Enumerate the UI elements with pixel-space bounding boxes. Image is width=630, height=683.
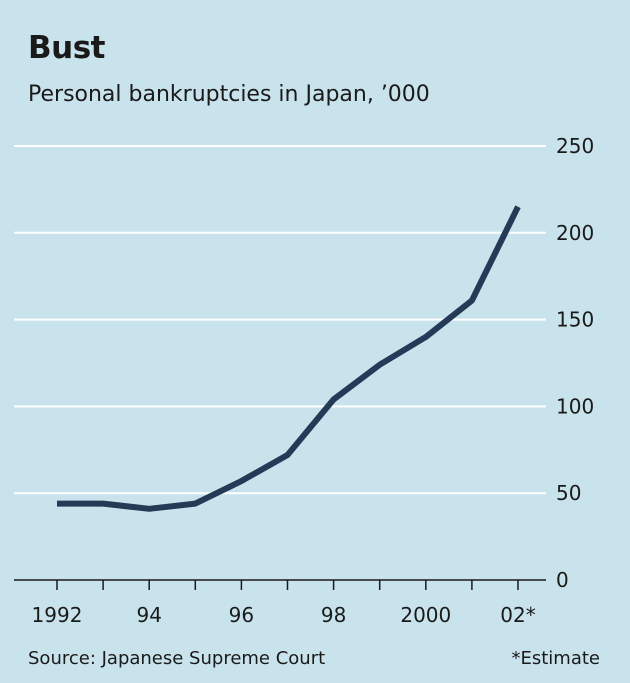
chart-subtitle: Personal bankruptcies in Japan, ’000 xyxy=(28,82,430,107)
x-axis-labels: 1992 94 96 98 2000 02* xyxy=(32,603,536,627)
chart-title: Bust xyxy=(28,30,105,66)
y-axis-labels: 0 50 100 150 200 250 xyxy=(556,134,594,592)
x-tick-label-1994: 94 xyxy=(136,603,161,627)
x-tick-label-1998: 98 xyxy=(321,603,346,627)
series xyxy=(57,205,521,512)
x-tick-label-1996: 96 xyxy=(229,603,254,627)
y-tick-label-0: 0 xyxy=(556,568,569,592)
y-tick-label-50: 50 xyxy=(556,481,581,505)
x-tick-label-2000: 2000 xyxy=(400,603,451,627)
y-tick-label-200: 200 xyxy=(556,221,594,245)
source-note: Source: Japanese Supreme Court xyxy=(28,648,326,669)
series-line-0 xyxy=(57,205,521,512)
x-tick-label-2002: 02* xyxy=(500,603,535,627)
gridlines xyxy=(14,145,546,495)
x-tick-label-1992: 1992 xyxy=(32,603,83,627)
y-tick-label-100: 100 xyxy=(556,394,594,418)
y-tick-label-150: 150 xyxy=(556,308,594,332)
estimate-footnote: *Estimate xyxy=(511,648,600,669)
x-axis xyxy=(14,579,546,590)
y-tick-label-250: 250 xyxy=(556,134,594,158)
